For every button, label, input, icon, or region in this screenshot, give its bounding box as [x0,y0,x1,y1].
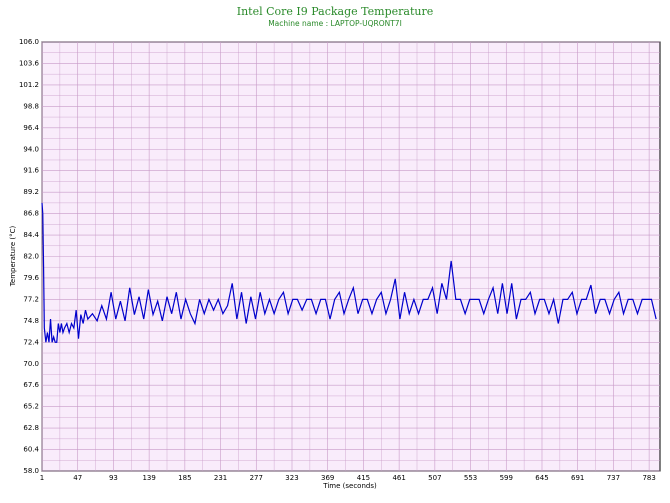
y-tick-label: 72.4 [23,338,39,346]
y-tick-label: 84.4 [23,231,39,239]
y-tick-label: 89.2 [23,188,39,196]
y-tick-label: 98.8 [23,102,39,110]
x-tick-label: 553 [464,474,477,482]
y-tick-label: 82.0 [23,253,39,261]
x-tick-label: 323 [285,474,298,482]
x-axis-label: Time (seconds) [322,482,377,490]
x-tick-label: 599 [500,474,513,482]
y-tick-label: 106.0 [19,38,39,46]
x-tick-label: 783 [642,474,655,482]
y-tick-label: 94.0 [23,145,39,153]
x-tick-label: 185 [178,474,191,482]
x-tick-label: 507 [428,474,441,482]
y-tick-label: 91.6 [23,167,39,175]
x-tick-label: 231 [214,474,227,482]
y-tick-label: 70.0 [23,360,39,368]
y-tick-label: 65.2 [23,403,39,411]
chart-title: Intel Core I9 Package Temperature [237,5,433,18]
y-tick-label: 60.4 [23,446,39,454]
x-tick-label: 1 [40,474,44,482]
y-tick-label: 96.4 [23,124,39,132]
y-tick-label: 79.6 [23,274,39,282]
y-tick-label: 58.0 [23,467,39,475]
x-tick-label: 93 [109,474,118,482]
x-tick-label: 277 [250,474,263,482]
x-tick-label: 461 [392,474,405,482]
y-tick-label: 103.6 [19,59,40,67]
chart-subtitle: Machine name : LAPTOP-UQRONT7I [268,19,402,28]
x-tick-label: 645 [535,474,548,482]
y-tick-label: 86.8 [23,210,39,218]
y-tick-label: 101.2 [19,81,39,89]
y-tick-label: 67.6 [23,381,39,389]
data-line [41,202,657,343]
x-tick-label: 47 [73,474,82,482]
x-tick-label: 369 [321,474,334,482]
y-tick-label: 74.8 [23,317,39,325]
x-tick-label: 691 [571,474,584,482]
y-tick-label: 62.8 [23,424,39,432]
y-axis-label: Temperature (°C) [9,226,17,288]
x-tick-label: 737 [607,474,620,482]
x-tick-label: 139 [142,474,155,482]
y-tick-label: 77.2 [23,295,39,303]
x-tick-label: 415 [357,474,370,482]
